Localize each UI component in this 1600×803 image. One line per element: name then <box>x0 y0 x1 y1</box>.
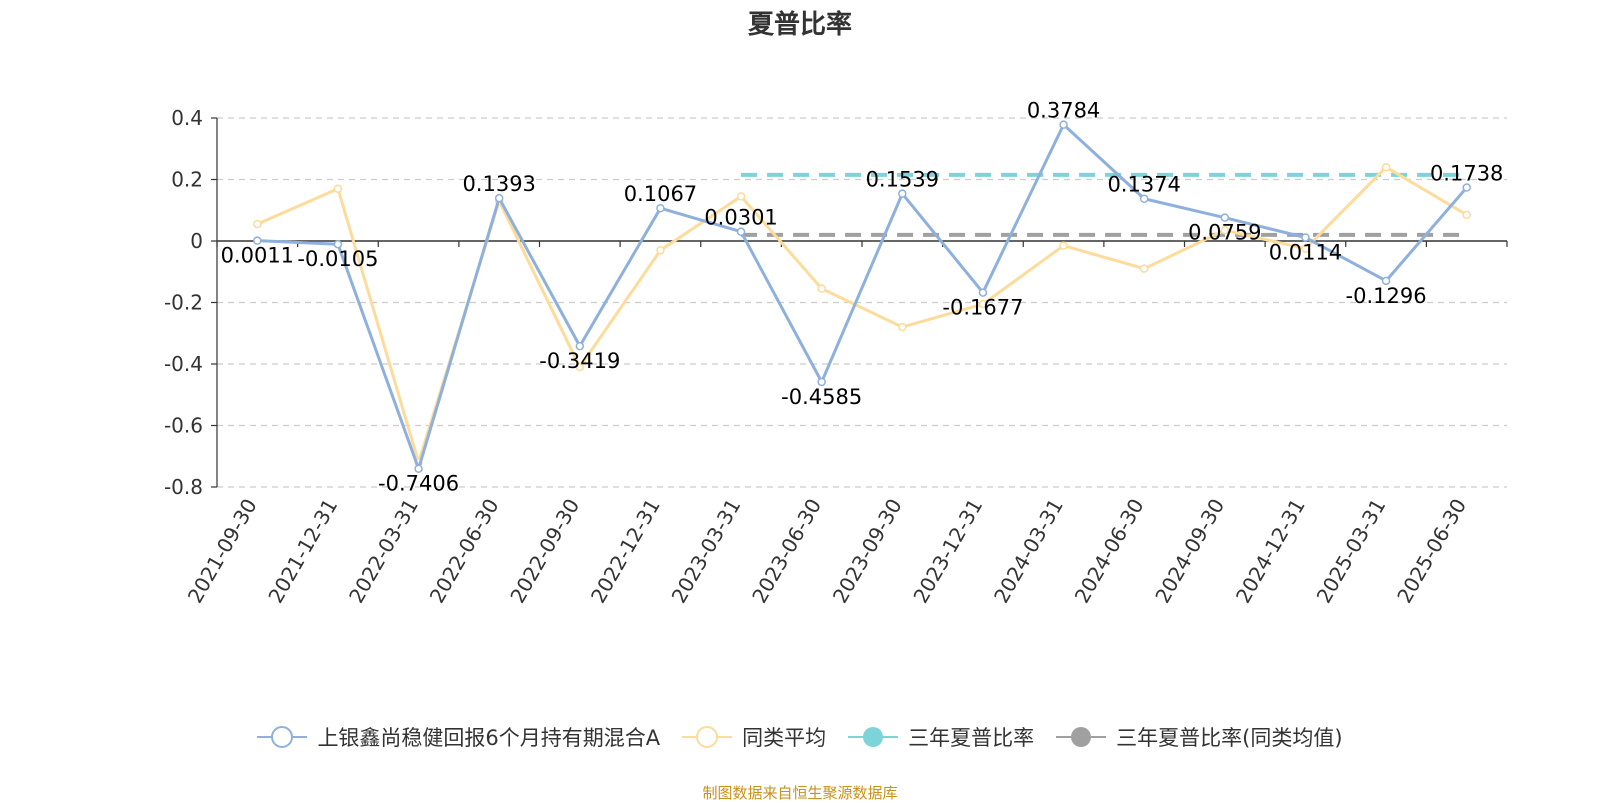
x-tick-label: 2021-09-30 <box>183 495 262 608</box>
data-point[interactable] <box>1462 183 1471 192</box>
data-point[interactable] <box>1220 213 1230 222</box>
data-labels: 0.0011 -0.0105 -0.7406 0.1393 -0.3419 0.1067 0… <box>221 99 1504 496</box>
data-point[interactable] <box>575 341 585 351</box>
data-point[interactable] <box>494 193 504 203</box>
legend-item-fund[interactable]: 上银鑫尚稳健回报6个月持有期混合A <box>257 722 660 752</box>
data-point[interactable] <box>736 227 746 236</box>
data-label: 0.1067 <box>624 182 697 206</box>
y-tick-label: -0.4 <box>164 352 203 376</box>
data-label: 0.3784 <box>1027 99 1100 123</box>
data-point[interactable] <box>253 219 262 229</box>
data-point[interactable] <box>1462 210 1471 220</box>
data-point[interactable] <box>333 184 343 193</box>
y-tick-label: 0 <box>190 229 203 253</box>
y-tick-label: -0.2 <box>164 291 203 315</box>
legend-swatch-fund <box>257 726 308 748</box>
data-label: -0.1296 <box>1346 284 1427 308</box>
legend-label-three-year-sharpe-peer: 三年夏普比率(同类均值) <box>1116 726 1343 750</box>
data-label: 0.0011 <box>221 244 294 268</box>
data-point[interactable] <box>1220 225 1230 235</box>
data-label: 0.0114 <box>1269 240 1342 264</box>
data-point[interactable] <box>414 464 423 473</box>
data-point[interactable] <box>1381 276 1391 286</box>
data-label: 0.1539 <box>866 168 939 192</box>
legend-swatch-three-year-sharpe <box>848 727 899 747</box>
data-point[interactable] <box>1381 162 1391 172</box>
y-tick-label: 0.4 <box>171 106 203 130</box>
data-label: -0.1677 <box>942 296 1023 320</box>
x-tick-label: 2022-12-31 <box>586 495 665 608</box>
y-tick-label: -0.6 <box>164 414 203 438</box>
legend-label-fund: 上银鑫尚稳健回报6个月持有期混合A <box>317 726 661 750</box>
legend-swatch-peer-average <box>682 726 733 748</box>
x-tick-label: 2024-06-30 <box>1070 495 1149 608</box>
x-tick-label: 2022-03-31 <box>344 495 423 608</box>
data-point[interactable] <box>817 284 826 293</box>
data-point[interactable] <box>898 189 907 198</box>
legend-item-three-year-sharpe-peer[interactable]: 三年夏普比率(同类均值) <box>1056 722 1343 752</box>
data-point[interactable] <box>1301 244 1310 253</box>
chart-title: 夏普比率 <box>747 10 852 40</box>
legend-label-three-year-sharpe: 三年夏普比率 <box>908 726 1035 750</box>
x-tick-label: 2025-06-30 <box>1392 495 1471 608</box>
x-tick-label: 2024-09-30 <box>1150 495 1229 608</box>
data-label: 0.1738 <box>1430 162 1503 186</box>
x-tick-label: 2023-03-31 <box>666 495 745 608</box>
x-tick-label: 2025-03-31 <box>1311 495 1390 608</box>
data-label: -0.7406 <box>378 472 459 496</box>
data-label: 0.1393 <box>462 172 535 196</box>
data-point[interactable] <box>575 362 585 372</box>
legend: 上银鑫尚稳健回报6个月持有期混合A 同类平均 三年夏普比率 三年夏普比率(同类均… <box>0 722 1600 752</box>
data-point[interactable] <box>253 236 262 245</box>
series-line <box>257 123 1468 471</box>
data-label: -0.3419 <box>539 349 620 373</box>
data-point[interactable] <box>978 299 988 309</box>
x-tick-label: 2023-12-31 <box>908 495 987 608</box>
data-source-note: 制图数据来自恒生聚源数据库 <box>702 784 898 802</box>
data-point[interactable] <box>333 239 343 249</box>
data-point[interactable] <box>736 192 746 201</box>
x-tick-label: 2021-12-31 <box>263 495 342 608</box>
data-point[interactable] <box>817 377 826 387</box>
y-tick-label: 0.2 <box>171 168 203 192</box>
x-tick-label: 2024-03-31 <box>989 495 1068 608</box>
data-point[interactable] <box>656 203 665 213</box>
data-point[interactable] <box>1301 233 1310 242</box>
data-point[interactable] <box>1139 194 1149 203</box>
data-point[interactable] <box>1059 241 1068 250</box>
legend-item-peer-average[interactable]: 同类平均 <box>682 722 826 752</box>
data-point[interactable] <box>978 288 988 297</box>
data-label: 0.0759 <box>1188 221 1261 245</box>
data-label: -0.0105 <box>297 247 378 271</box>
data-point[interactable] <box>898 322 907 332</box>
x-tick-label: 2023-09-30 <box>828 495 907 608</box>
data-point[interactable] <box>1139 264 1149 273</box>
series-line <box>256 165 1468 464</box>
x-tick-label: 2022-06-30 <box>425 495 504 608</box>
series-lines <box>253 120 1471 473</box>
reference-lines <box>741 172 1467 237</box>
data-point[interactable] <box>1059 120 1068 129</box>
legend-label-peer-average: 同类平均 <box>742 726 827 750</box>
x-tick-label: 2024-12-31 <box>1231 495 1310 608</box>
x-tick-label: 2022-09-30 <box>505 495 584 608</box>
data-label: 0.1374 <box>1107 173 1180 197</box>
data-label: -0.4585 <box>781 385 862 409</box>
y-tick-label: -0.8 <box>164 475 203 499</box>
legend-item-three-year-sharpe[interactable]: 三年夏普比率 <box>848 722 1034 752</box>
legend-swatch-three-year-sharpe-peer <box>1056 727 1107 747</box>
data-point[interactable] <box>656 245 665 255</box>
data-label: 0.0301 <box>704 206 777 230</box>
x-tick-label: 2023-06-30 <box>747 495 826 608</box>
